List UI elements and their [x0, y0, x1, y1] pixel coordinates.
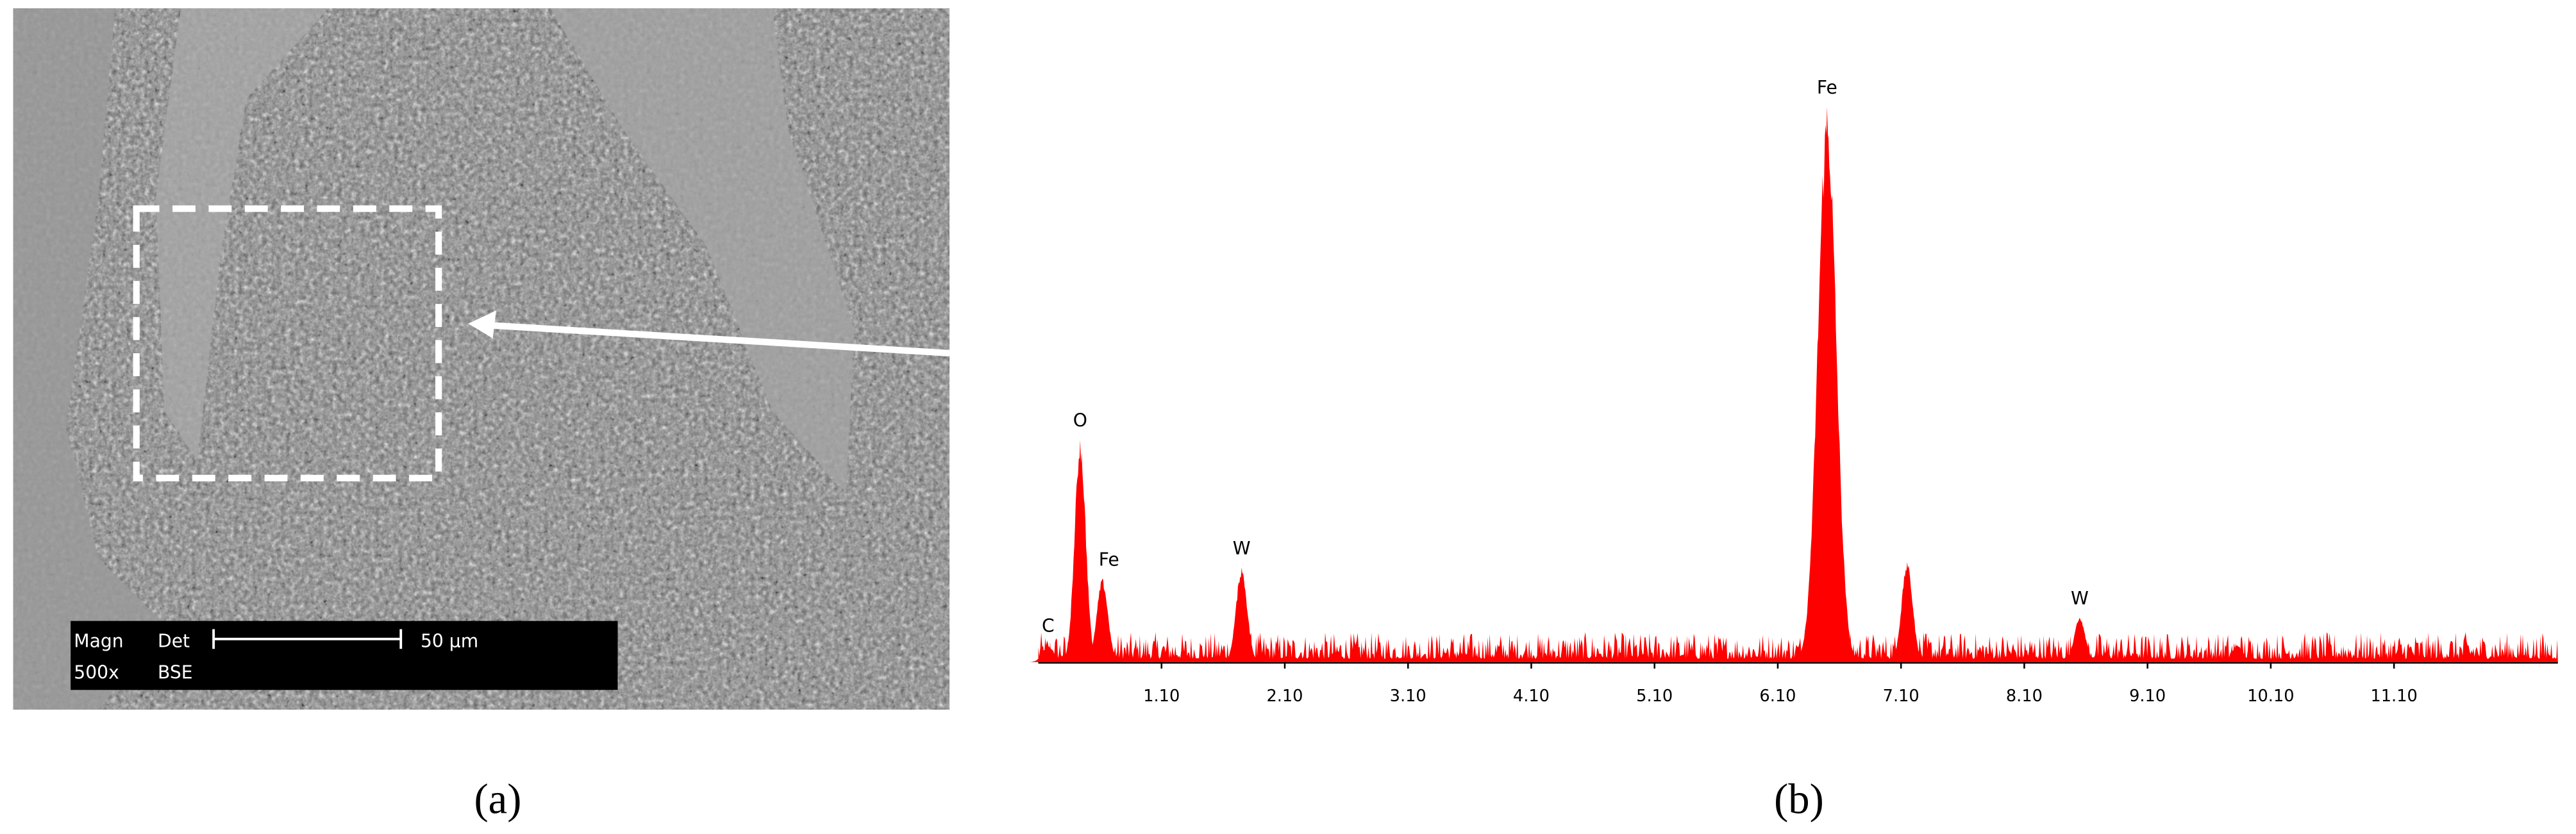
arrow: [489, 322, 950, 357]
x-tick-label: 8.10: [2006, 687, 2043, 706]
spectrum: C O Fe W Fe W 1.10 2.10 3.10 4.10 5.10 6.10 7.10 8.10…: [1026, 77, 2558, 706]
x-tick-label: 11.10: [2370, 687, 2417, 706]
peak: [2215, 645, 2260, 662]
x-tick-label: 7.10: [1883, 687, 1919, 706]
x-tick-label: 9.10: [2129, 687, 2166, 706]
peak: [1885, 562, 1930, 662]
peak-label: W: [1233, 538, 1251, 559]
region-box: [133, 205, 442, 481]
magn-value: 500x: [74, 662, 119, 683]
peak-label: W: [2071, 588, 2089, 609]
scale-label: 50 µm: [421, 631, 478, 652]
magn-label: Magn: [74, 631, 123, 652]
peak-label: Fe: [1817, 77, 1837, 98]
arrow-head: [468, 310, 496, 338]
sem-image: Magn Det 500x BSE 50 µm: [13, 8, 950, 710]
x-tick-label: 3.10: [1390, 687, 1426, 706]
info-bar: [71, 621, 618, 690]
x-tick-label: 6.10: [1759, 687, 1796, 706]
x-tick-label: 5.10: [1636, 687, 1673, 706]
peak: [1058, 440, 1103, 662]
peak: [2057, 617, 2102, 662]
caption-a: (a): [474, 776, 521, 822]
x-tick-label: 1.10: [1143, 687, 1180, 706]
peak-label: C: [1042, 615, 1055, 637]
scale-bar: [212, 629, 403, 649]
caption-b: (b): [1774, 776, 1824, 822]
x-tick-label: 4.10: [1513, 687, 1550, 706]
det-value: BSE: [158, 662, 193, 683]
peak: [1080, 578, 1125, 662]
x-tick-label: 2.10: [1266, 687, 1303, 706]
baseline-noise: [1038, 632, 2558, 662]
x-tick-label: 10.10: [2247, 687, 2294, 706]
peak: [1219, 567, 1264, 662]
peak-label: O: [1073, 410, 1087, 431]
peak: [1026, 645, 1071, 662]
det-label: Det: [158, 631, 190, 652]
peak-label: Fe: [1099, 549, 1119, 570]
peak: [1790, 106, 1864, 662]
